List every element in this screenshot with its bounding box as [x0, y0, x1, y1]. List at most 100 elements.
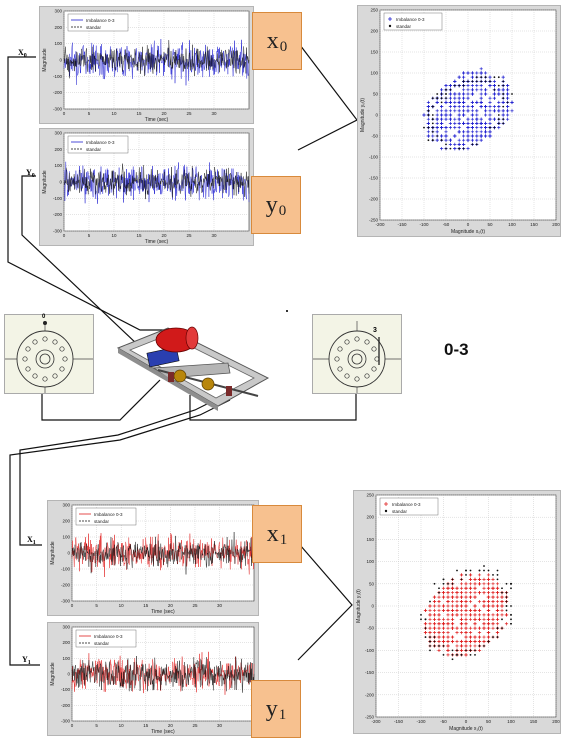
scatter-point [468, 644, 473, 648]
scatter-point [441, 586, 446, 590]
scatter-point [422, 113, 426, 117]
scatter-point [482, 617, 486, 621]
orbit-0-panel: -200 -150 -100 -50 0 50 100 150 200 250 200 150 100 5… [357, 5, 561, 237]
scatter-point [482, 591, 486, 595]
scatter-point [453, 84, 456, 87]
legend-label: Imbalance 0-3 [86, 18, 115, 23]
scatter-point [475, 71, 479, 75]
scatter-point [466, 130, 470, 134]
legend-swatch [384, 502, 388, 506]
scatter-point [459, 573, 464, 577]
scatter-point [440, 147, 444, 151]
scatter-point [468, 613, 473, 617]
scatter-point [473, 577, 477, 581]
disk-right-panel: 3 [312, 314, 402, 394]
scatter-point [440, 109, 444, 113]
scatter-point [457, 109, 461, 113]
y-tick-label: 300 [62, 503, 70, 508]
y-tick-label: -300 [53, 107, 63, 112]
x-tick-label: 25 [192, 603, 198, 608]
scatter-point [482, 622, 486, 626]
scatter-point [475, 143, 478, 146]
scatter-point [492, 636, 494, 638]
scatter-point [466, 84, 470, 88]
scatter-point [428, 622, 432, 626]
y-tick-label: -250 [369, 218, 379, 223]
scatter-point [428, 608, 432, 613]
scatter-point [441, 622, 446, 626]
scatter-point [451, 653, 454, 656]
scatter-point [484, 80, 487, 83]
scatter-point [478, 569, 481, 572]
scatter-point [453, 109, 457, 113]
scatter-point [473, 626, 477, 630]
scatter-point [486, 617, 491, 621]
scatter-point [482, 582, 486, 586]
scatter-point [440, 105, 444, 109]
y-tick-label: -100 [61, 687, 71, 692]
scatter-point [500, 608, 504, 613]
x-tick-label: 10 [119, 723, 125, 728]
scatter-point [492, 105, 496, 109]
scatter-point [488, 105, 492, 109]
scatter-point [484, 121, 488, 125]
scatter-point [479, 84, 483, 88]
legend-swatch [388, 24, 392, 28]
y-tick-label: 100 [370, 71, 378, 76]
scatter-point [488, 130, 492, 134]
scatter-point [453, 134, 457, 138]
scatter-point [456, 649, 458, 652]
scatter-point [486, 582, 491, 586]
scatter-point [506, 101, 509, 104]
scatter-point [484, 76, 487, 79]
scatter-point [501, 618, 503, 621]
y-tick-label: -300 [53, 229, 63, 234]
y-axis-label: Magnitude [50, 541, 56, 565]
y1-side-label: Y1 [22, 655, 31, 666]
scatter-point [453, 142, 457, 146]
scatter-point [495, 617, 500, 621]
y0-side-label: Y0 [26, 168, 35, 179]
scatter-point [466, 109, 470, 113]
scatter-point [464, 617, 468, 621]
scatter-point [432, 631, 437, 635]
scatter-point [471, 80, 474, 83]
scatter-point [493, 126, 496, 129]
scatter-point [468, 631, 473, 635]
scatter-point [441, 635, 446, 639]
scatter-point [464, 626, 468, 630]
x-tick-label: 30 [211, 233, 217, 238]
mass-marker-icon [43, 321, 47, 325]
scatter-point [488, 96, 492, 100]
scatter-point [480, 76, 483, 79]
x-tick-label: 10 [111, 111, 117, 116]
scatter-point [482, 586, 486, 590]
scatter-point [477, 577, 482, 581]
legend-label: standar [86, 147, 102, 152]
scatter-point [470, 134, 474, 138]
scatter-point [479, 71, 483, 75]
scatter-point [477, 591, 482, 595]
scatter-point [497, 126, 501, 130]
scatter-point [482, 613, 486, 617]
scatter-point [491, 604, 495, 608]
scatter-point [492, 117, 496, 121]
scatter-point [435, 100, 439, 104]
scatter-point [470, 138, 474, 142]
scatter-point [479, 105, 483, 109]
scatter-point [479, 126, 483, 130]
scatter-point [469, 569, 472, 572]
scatter-point [468, 591, 473, 595]
scatter-point [435, 126, 439, 130]
scatter-point [491, 595, 495, 599]
scatter-point [473, 644, 477, 648]
scatter-point [451, 582, 454, 585]
disk-left-label: 0 [42, 314, 46, 320]
scatter-point [448, 117, 452, 121]
scatter-point [468, 608, 473, 613]
scatter-point [423, 622, 428, 626]
scatter-point [496, 578, 499, 581]
x-tick-label: 25 [192, 723, 198, 728]
scatter-point [488, 121, 492, 125]
legend-swatch [384, 509, 388, 513]
